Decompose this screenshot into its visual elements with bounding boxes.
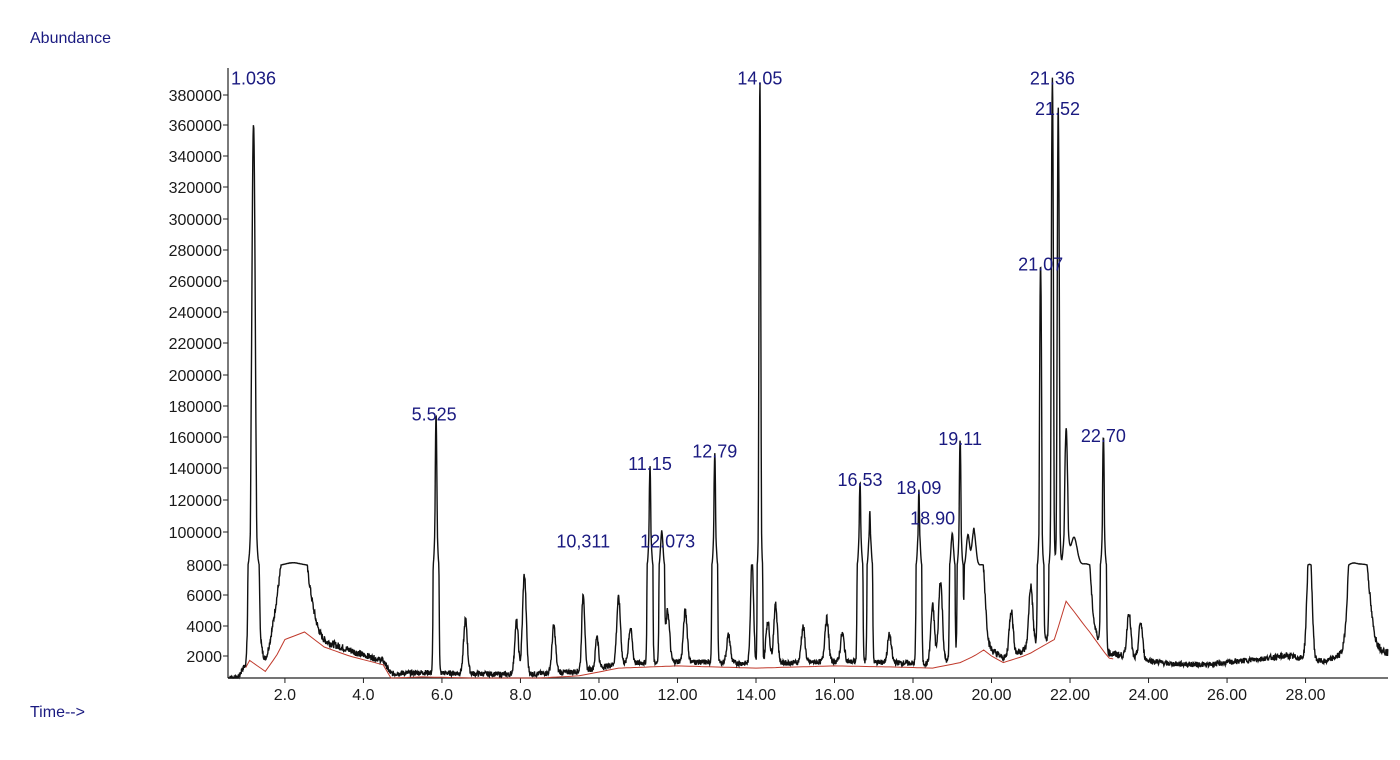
y-tick-label: 160000 bbox=[169, 430, 222, 447]
x-tick-label: 14.00 bbox=[736, 687, 776, 704]
x-tick-label: 6.0 bbox=[431, 687, 453, 704]
y-axis-title: Abundance bbox=[30, 30, 111, 47]
y-tick-label: 200000 bbox=[169, 368, 222, 385]
peak-label: 18.90 bbox=[910, 508, 955, 528]
peak-label: 12.79 bbox=[692, 442, 737, 462]
peak-label: 22.70 bbox=[1081, 426, 1126, 446]
peak-label: 21.36 bbox=[1030, 69, 1075, 89]
peak-label: 14.05 bbox=[737, 69, 782, 89]
peak-label: 19.11 bbox=[938, 429, 982, 449]
y-tick-label: 240000 bbox=[169, 305, 222, 322]
peak-label: 21.07 bbox=[1018, 255, 1063, 275]
x-tick-label: 28.00 bbox=[1286, 687, 1326, 704]
y-tick-label: 100000 bbox=[169, 525, 222, 542]
x-tick-label: 12.00 bbox=[657, 687, 697, 704]
signal-trace bbox=[227, 77, 1389, 680]
x-tick-label: 8.0 bbox=[509, 687, 531, 704]
y-tick-label: 340000 bbox=[169, 149, 222, 166]
y-tick-label: 6000 bbox=[186, 588, 222, 605]
y-tick-label: 360000 bbox=[169, 118, 222, 135]
y-tick-label: 140000 bbox=[169, 461, 222, 478]
peak-label: 11.15 bbox=[628, 454, 672, 474]
y-tick-label: 220000 bbox=[169, 336, 222, 353]
x-tick-label: 4.0 bbox=[352, 687, 374, 704]
x-tick-label: 16.00 bbox=[814, 687, 854, 704]
x-tick-label: 2.0 bbox=[274, 687, 296, 704]
x-tick-label: 22.00 bbox=[1050, 687, 1090, 704]
x-tick-label: 26.00 bbox=[1207, 687, 1247, 704]
peak-label: 1.036 bbox=[231, 69, 276, 89]
y-tick-label: 380000 bbox=[169, 88, 222, 105]
y-tick-label: 320000 bbox=[169, 180, 222, 197]
peak-label: 5.525 bbox=[412, 404, 457, 424]
y-tick-label: 8000 bbox=[186, 558, 222, 575]
y-tick-label: 180000 bbox=[169, 399, 222, 416]
y-tick-label: 300000 bbox=[169, 212, 222, 229]
peak-label: 21.52 bbox=[1035, 99, 1080, 119]
peak-label: 12.073 bbox=[640, 532, 695, 552]
y-tick-label: 4000 bbox=[186, 619, 222, 636]
x-tick-label: 18.00 bbox=[893, 687, 933, 704]
y-tick-label: 280000 bbox=[169, 243, 222, 260]
x-tick-label: 20.00 bbox=[971, 687, 1011, 704]
x-tick-label: 10.00 bbox=[579, 687, 619, 704]
x-axis-title: Time--> bbox=[30, 704, 85, 721]
peak-label: 16.53 bbox=[837, 470, 882, 490]
peak-label: 18.09 bbox=[896, 478, 941, 498]
peak-label: 10,311 bbox=[556, 532, 610, 552]
baseline-trace bbox=[245, 600, 1114, 679]
y-tick-label: 120000 bbox=[169, 493, 222, 510]
y-tick-label: 260000 bbox=[169, 274, 222, 291]
x-tick-label: 24.00 bbox=[1129, 687, 1169, 704]
y-tick-label: 2000 bbox=[186, 649, 222, 666]
